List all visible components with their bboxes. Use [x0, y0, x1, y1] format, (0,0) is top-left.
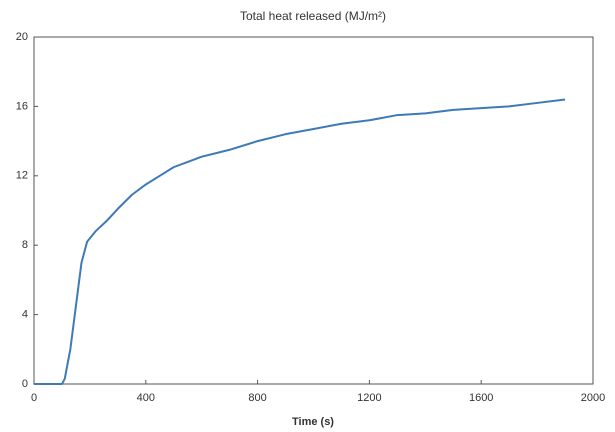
y-tick-label: 8 [22, 239, 28, 251]
x-axis-label: Time (s) [292, 416, 334, 428]
y-tick-label: 0 [22, 378, 28, 390]
data-line [34, 98, 566, 385]
y-tick-label: 20 [16, 31, 28, 43]
y-tick-label: 4 [22, 309, 28, 321]
x-tick-label: 1600 [469, 392, 493, 404]
x-tick-label: 400 [137, 392, 155, 404]
y-tick-label: 12 [16, 170, 28, 182]
chart-title: Total heat released (MJ/m²) [240, 9, 386, 23]
x-tick-label: 800 [248, 392, 266, 404]
x-tick-label: 2000 [581, 392, 605, 404]
x-tick-label: 0 [31, 392, 37, 404]
x-tick-label: 1200 [357, 392, 381, 404]
plot-frame [33, 36, 594, 385]
y-tick-label: 16 [16, 100, 28, 112]
